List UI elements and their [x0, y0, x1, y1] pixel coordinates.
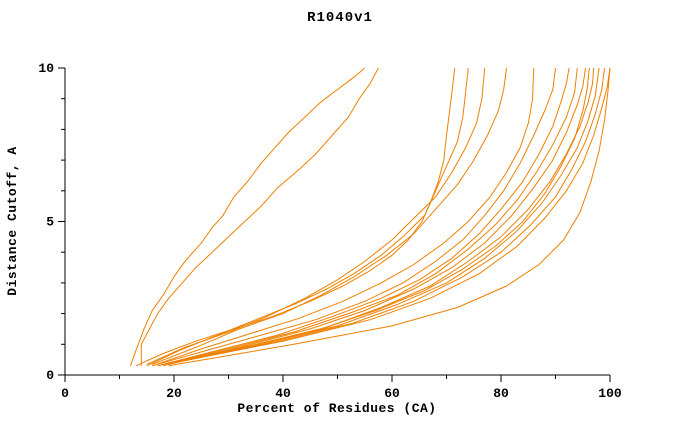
chart-line-model-13 — [162, 67, 595, 365]
x-tick-label: 60 — [384, 386, 400, 401]
chart-line-model-05 — [146, 67, 486, 365]
chart-line-model-02 — [140, 67, 379, 366]
chart-line-model-03 — [135, 67, 456, 367]
chart-line-model-16 — [173, 67, 611, 364]
x-tick-label: 20 — [166, 386, 182, 401]
axes — [64, 68, 610, 376]
chart-line-model-14 — [168, 67, 600, 365]
chart-line-model-15 — [168, 67, 605, 364]
chart-line-model-07 — [152, 67, 535, 367]
chart-line-model-06 — [152, 67, 507, 365]
chart-line-model-04 — [146, 67, 469, 367]
chart-title: R1040v1 — [307, 10, 373, 26]
chart-line-model-17 — [168, 67, 611, 367]
x-tick-label: 80 — [493, 386, 509, 401]
x-tick-label: 100 — [598, 386, 622, 401]
chart-line-model-11 — [162, 67, 586, 367]
chart-line-model-12 — [157, 67, 590, 367]
x-tick-label: 0 — [61, 386, 69, 401]
chart-line-model-10 — [157, 67, 578, 367]
chart-line-model-01 — [129, 67, 366, 366]
chart-line-model-08 — [152, 67, 556, 367]
x-axis-label: Percent of Residues (CA) — [237, 401, 436, 416]
y-axis-label: Distance Cutoff, A — [5, 146, 20, 295]
y-tick-label: 10 — [38, 61, 54, 76]
y-tick-label: 0 — [46, 368, 54, 383]
y-tick-label: 5 — [46, 215, 54, 230]
chart-line-model-09 — [157, 67, 570, 367]
x-tick-label: 40 — [275, 386, 291, 401]
